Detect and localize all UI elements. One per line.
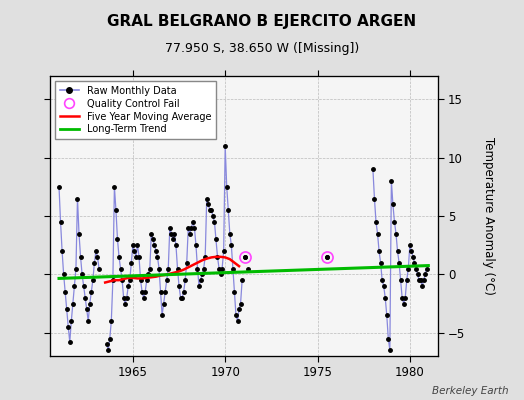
Text: GRAL BELGRANO B EJERCITO ARGEN: GRAL BELGRANO B EJERCITO ARGEN — [107, 14, 417, 29]
Legend: Raw Monthly Data, Quality Control Fail, Five Year Moving Average, Long-Term Tren: Raw Monthly Data, Quality Control Fail, … — [54, 81, 216, 139]
Text: 77.950 S, 38.650 W ([Missing]): 77.950 S, 38.650 W ([Missing]) — [165, 42, 359, 55]
Y-axis label: Temperature Anomaly (°C): Temperature Anomaly (°C) — [482, 137, 495, 295]
Text: Berkeley Earth: Berkeley Earth — [432, 386, 508, 396]
